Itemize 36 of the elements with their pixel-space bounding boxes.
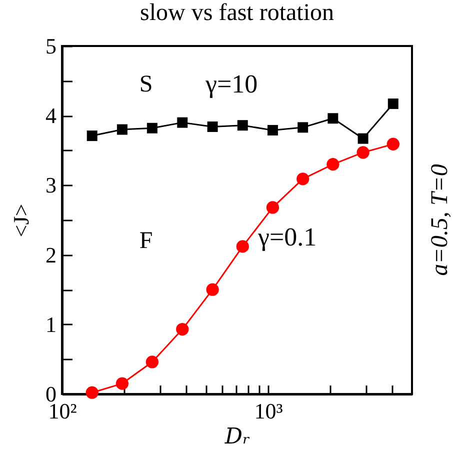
point: [116, 377, 129, 390]
point: [267, 124, 278, 136]
y-tick-label: 3: [46, 172, 56, 198]
y-axis-title: <J>: [8, 204, 34, 238]
y-tick-label: 1: [46, 312, 56, 337]
x-axis-title: Dᵣ: [224, 424, 250, 450]
x-tick-label: 10³: [254, 398, 284, 424]
y-tick-label: 2: [46, 242, 56, 268]
chart-title: slow vs fast rotation: [140, 0, 334, 26]
point: [236, 240, 249, 253]
point: [356, 146, 370, 159]
point: [386, 138, 400, 150]
point: [176, 322, 189, 336]
point: [116, 124, 128, 135]
text: a=0.5, T=0: [427, 164, 453, 276]
point: [146, 356, 159, 368]
annotation: S: [139, 71, 153, 98]
series-label: γ=10: [204, 69, 258, 98]
point: [328, 113, 338, 124]
point: [237, 120, 248, 131]
point: [177, 117, 188, 128]
point: [146, 122, 158, 134]
point: [86, 130, 98, 142]
point: [358, 133, 368, 144]
series-label: γ=0.1: [257, 222, 317, 252]
point: [207, 121, 218, 132]
point: [298, 122, 308, 133]
y-tick-label: 4: [46, 103, 56, 128]
annotation: F: [139, 228, 153, 254]
point: [326, 158, 340, 171]
point: [296, 172, 310, 186]
y-tick-label: 5: [46, 34, 56, 58]
point: [206, 283, 219, 296]
point: [266, 201, 280, 214]
point: [86, 386, 98, 399]
point: [388, 98, 398, 110]
